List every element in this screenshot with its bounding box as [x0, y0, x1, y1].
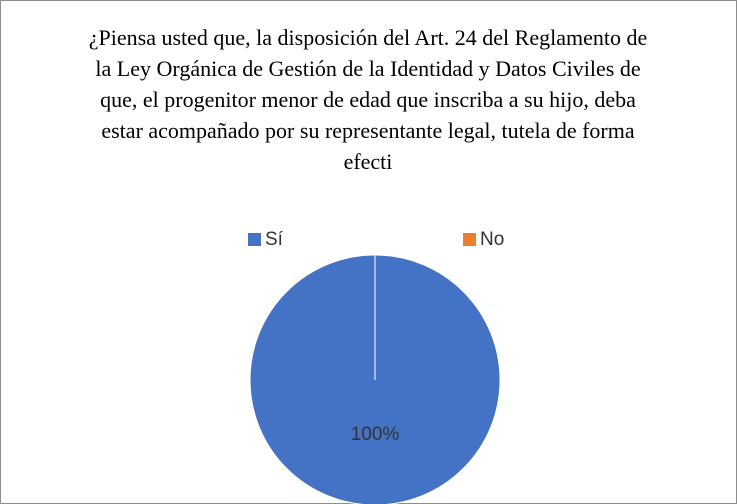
- legend-label: Sí: [265, 229, 284, 250]
- chart-title: ¿Piensa usted que, la disposición del Ar…: [88, 25, 648, 174]
- data-label: 100%: [351, 424, 400, 445]
- legend-label: No: [480, 229, 504, 250]
- legend-swatch: [463, 233, 476, 246]
- legend-swatch: [248, 233, 261, 246]
